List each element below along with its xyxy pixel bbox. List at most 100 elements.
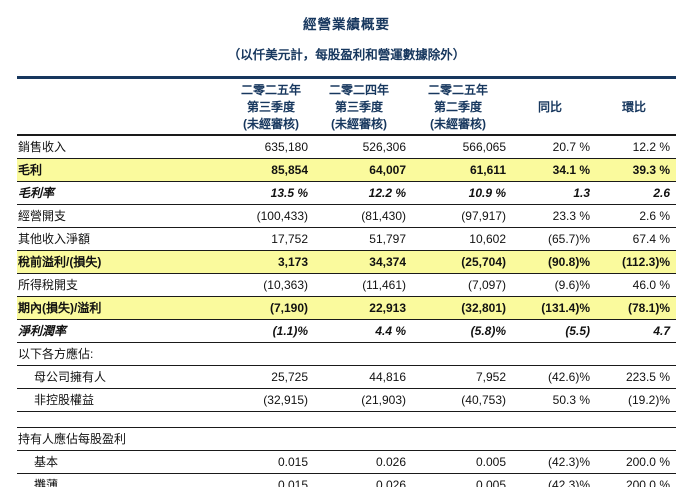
header-cell-period: 二零二四年 第三季度 (未經審核)	[310, 77, 408, 136]
table-header: 二零二五年 第三季度 (未經審核) 二零二四年 第三季度 (未經審核) 二零二五年 第二季度 (…	[17, 77, 676, 136]
row-value: 2.6 %	[592, 204, 676, 228]
row-value: 200.0 %	[592, 473, 676, 487]
row-value: (81,430)	[310, 204, 408, 228]
header-line: 第三季度	[334, 100, 383, 114]
row-value: (90.8)%	[508, 250, 592, 274]
row-label: 經營開支	[17, 204, 232, 228]
row-value: 85,854	[232, 158, 310, 182]
header-line: 環比	[621, 100, 646, 114]
row-value	[508, 342, 592, 366]
table-row: 攤薄 0.015 0.026 0.005 (42.3)% 200.0 %	[17, 473, 676, 487]
row-value: 526,306	[310, 135, 408, 159]
header-line: 同比	[537, 100, 562, 114]
row-label: 持有人應佔每股盈利	[17, 427, 232, 451]
row-value: 0.005	[408, 450, 508, 474]
row-value: 10.9 %	[408, 181, 508, 205]
row-value	[408, 427, 508, 451]
row-value: (32,801)	[408, 296, 508, 320]
row-value: (112.3)%	[592, 250, 676, 274]
table-row: 非控股權益 (32,915) (21,903) (40,753) 50.3 % (19.2…	[17, 388, 676, 412]
spacer-cell	[17, 411, 676, 428]
row-value	[232, 342, 310, 366]
row-value: 3,173	[232, 250, 310, 274]
row-value: (97,917)	[408, 204, 508, 228]
row-value: 10,602	[408, 227, 508, 251]
row-value: 12.2 %	[592, 135, 676, 159]
table-row: 期內(損失)/溢利 (7,190) 22,913 (32,801) (131.4)% (7…	[17, 296, 676, 320]
header-line: 二零二五年	[427, 83, 488, 97]
row-value: 51,797	[310, 227, 408, 251]
row-value: 223.5 %	[592, 365, 676, 389]
row-value: 0.026	[310, 473, 408, 487]
row-value	[408, 342, 508, 366]
table-header-row: 二零二五年 第三季度 (未經審核) 二零二四年 第三季度 (未經審核) 二零二五年 第二季度 (…	[17, 77, 676, 136]
row-label: 毛利	[17, 158, 232, 182]
page-title: 經營業績概要	[303, 17, 390, 32]
row-label: 以下各方應佔:	[17, 342, 232, 366]
row-value: (65.7)%	[508, 227, 592, 251]
table-row	[17, 411, 676, 428]
header-cell-label	[17, 77, 232, 136]
row-value: (1.1)%	[232, 319, 310, 343]
table-row: 其他收入淨額 17,752 51,797 10,602 (65.7)% 67.4 %	[17, 227, 676, 251]
operating-results-table: 二零二五年 第三季度 (未經審核) 二零二四年 第三季度 (未經審核) 二零二五年 第二季度 (…	[17, 76, 676, 487]
header-line: (未經審核)	[331, 117, 387, 131]
row-value: 22,913	[310, 296, 408, 320]
row-value: 12.2 %	[310, 181, 408, 205]
table-body: 銷售收入 635,180 526,306 566,065 20.7 % 12.2 % 毛利 8…	[17, 135, 676, 487]
row-value: (7,190)	[232, 296, 310, 320]
row-label: 銷售收入	[17, 135, 232, 159]
header-line: 第二季度	[433, 100, 482, 114]
row-value: 0.005	[408, 473, 508, 487]
row-value: (11,461)	[310, 273, 408, 297]
row-label: 其他收入淨額	[17, 227, 232, 251]
header-line: 第三季度	[246, 100, 295, 114]
row-label: 淨利潤率	[17, 319, 232, 343]
table-row: 以下各方應佔:	[17, 342, 676, 366]
header-line: (未經審核)	[430, 117, 486, 131]
row-value	[310, 342, 408, 366]
header-line: 二零二五年	[240, 83, 301, 97]
row-value: (19.2)%	[592, 388, 676, 412]
row-value: 635,180	[232, 135, 310, 159]
row-value: 0.015	[232, 450, 310, 474]
row-label: 期內(損失)/溢利	[17, 296, 232, 320]
header-cell-period: 二零二五年第二季度 (未經審核)	[408, 77, 508, 136]
row-value	[592, 342, 676, 366]
header-line: (未經審核)	[243, 117, 299, 131]
row-value: 0.015	[232, 473, 310, 487]
row-value: 39.3 %	[592, 158, 676, 182]
row-value: 13.5 %	[232, 181, 310, 205]
row-value: 64,007	[310, 158, 408, 182]
table-row: 淨利潤率 (1.1)% 4.4 % (5.8)% (5.5) 4.7	[17, 319, 676, 343]
row-value: 46.0 %	[592, 273, 676, 297]
row-value: 34.1 %	[508, 158, 592, 182]
row-label: 毛利率	[17, 181, 232, 205]
row-value: 1.3	[508, 181, 592, 205]
row-value: 4.7	[592, 319, 676, 343]
row-value: (78.1)%	[592, 296, 676, 320]
row-value: (25,704)	[408, 250, 508, 274]
table-row: 毛利 85,854 64,007 61,611 34.1 % 39.3 %	[17, 158, 676, 182]
table-row: 毛利率 13.5 % 12.2 % 10.9 % 1.3 2.6	[17, 181, 676, 205]
row-label: 非控股權益	[17, 388, 232, 412]
row-value: (5.5)	[508, 319, 592, 343]
row-value	[232, 427, 310, 451]
table-row: 銷售收入 635,180 526,306 566,065 20.7 % 12.2 %	[17, 135, 676, 159]
row-value: 4.4 %	[310, 319, 408, 343]
row-label: 所得稅開支	[17, 273, 232, 297]
row-value	[592, 427, 676, 451]
row-value	[508, 427, 592, 451]
row-value: 20.7 %	[508, 135, 592, 159]
row-value: (42.3)%	[508, 473, 592, 487]
table-row: 基本 0.015 0.026 0.005 (42.3)% 200.0 %	[17, 450, 676, 474]
header-cell-period: 同比	[508, 77, 592, 136]
row-value: 50.3 %	[508, 388, 592, 412]
row-value: 7,952	[408, 365, 508, 389]
row-value: 44,816	[310, 365, 408, 389]
row-value: 67.4 %	[592, 227, 676, 251]
table-row: 持有人應佔每股盈利	[17, 427, 676, 451]
table-row: 所得稅開支 (10,363) (11,461) (7,097) (9.6)% 46.0 %	[17, 273, 676, 297]
row-value: (21,903)	[310, 388, 408, 412]
